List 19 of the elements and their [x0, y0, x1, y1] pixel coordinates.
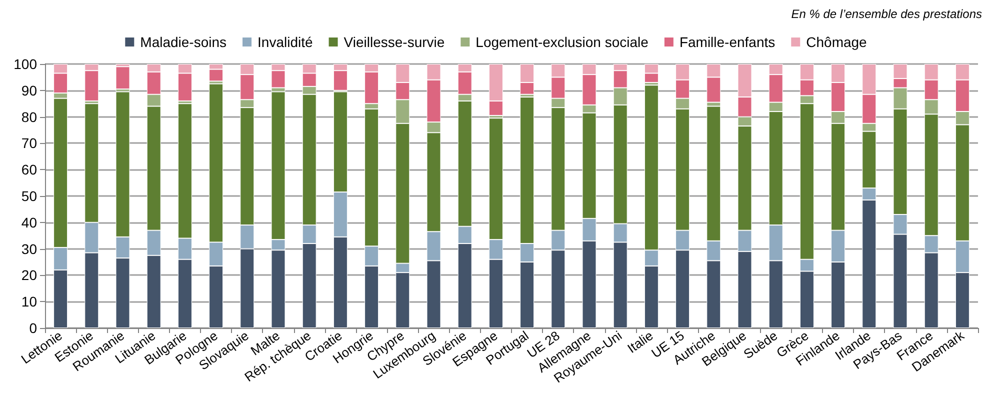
legend-label: Invalidité: [258, 34, 313, 50]
y-tick-label: 20: [21, 267, 38, 284]
bar: [116, 66, 130, 90]
legend-label: Logement-exclusion sociale: [476, 34, 649, 50]
y-tick-label: 80: [21, 108, 38, 125]
y-tick-label: 30: [21, 240, 38, 257]
legend-label: Vieillesse-survie: [344, 34, 445, 50]
y-tick-label: 0: [29, 320, 38, 336]
y-tick-label: 90: [21, 82, 38, 98]
y-tick-label: 100: [14, 56, 38, 72]
legend-label: Famille-enfants: [679, 34, 776, 50]
legend-label: Chômage: [806, 34, 868, 50]
y-tick-label: 60: [21, 162, 38, 178]
y-tick-label: 50: [21, 188, 38, 204]
text: En % de l’ensemble des prestations: [791, 7, 982, 21]
y-tick-label: 40: [21, 214, 38, 230]
y-tick-label: 70: [21, 135, 38, 152]
legend-label: Maladie-soins: [140, 34, 227, 50]
y-tick-label: 10: [21, 294, 38, 310]
